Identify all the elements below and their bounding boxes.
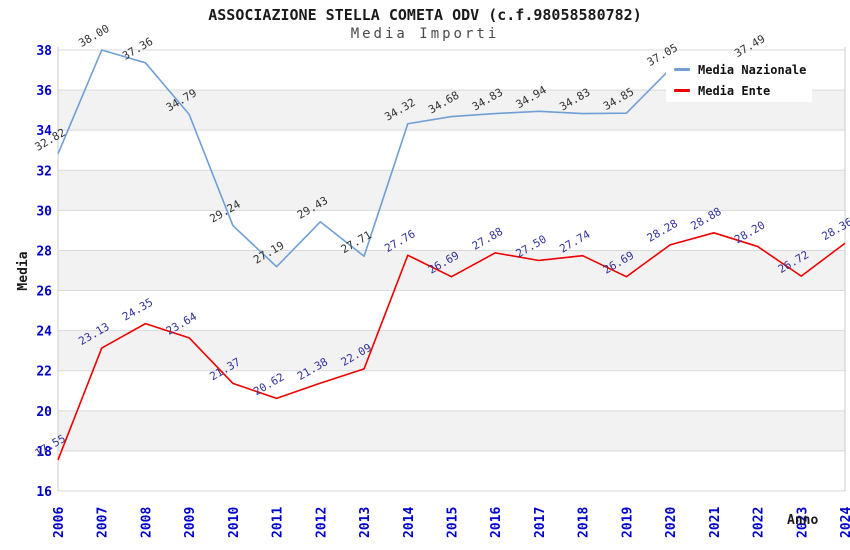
- x-tick-label: 2019: [620, 507, 635, 538]
- x-axis-title: Anno: [787, 513, 818, 528]
- x-tick-label: 2023: [795, 507, 810, 538]
- y-tick-label: 32: [36, 164, 52, 179]
- x-tick-label: 2006: [52, 507, 67, 538]
- legend-label-nazionale: Media Nazionale: [698, 62, 807, 77]
- y-tick-label: 22: [36, 365, 52, 380]
- y-tick-label: 28: [36, 244, 52, 259]
- x-tick-label: 2010: [227, 507, 242, 538]
- x-tick-label: 2013: [358, 507, 373, 538]
- y-tick-label: 36: [36, 84, 52, 99]
- x-tick-label: 2017: [533, 507, 548, 538]
- x-tick-label: 2012: [314, 507, 329, 538]
- y-tick-label: 30: [36, 204, 52, 219]
- data-point-label: 20.62: [251, 370, 286, 398]
- y-tick-label: 18: [36, 445, 52, 460]
- series-line-nazionale: [57, 49, 758, 268]
- x-tick-label: 2008: [139, 507, 154, 538]
- y-tick-label: 26: [36, 285, 52, 300]
- y-tick-label: 16: [36, 485, 52, 500]
- y-tick-label: 20: [36, 405, 52, 420]
- x-tick-label: 2015: [446, 507, 461, 538]
- x-tick-label: 2018: [577, 507, 592, 538]
- y-tick-label: 38: [36, 44, 52, 59]
- x-tick-label: 2007: [96, 507, 111, 538]
- data-point-label: 37.49: [732, 32, 767, 60]
- x-tick-label: 2009: [183, 507, 198, 538]
- data-point-label: 37.36: [120, 35, 155, 63]
- x-tick-label: 2022: [752, 507, 767, 538]
- x-tick-label: 2020: [664, 507, 679, 538]
- x-tick-label: 2011: [271, 507, 286, 538]
- y-axis-title: Media: [16, 251, 31, 290]
- x-tick-label: 2024: [839, 507, 850, 538]
- legend-item-media-nazionale: Media Nazionale: [674, 63, 812, 77]
- data-point-label: 27.88: [470, 225, 505, 253]
- y-tick-label: 24: [36, 325, 52, 340]
- data-point-label: 38.00: [76, 22, 111, 50]
- data-point-label: 28.28: [645, 217, 680, 245]
- legend: Media Nazionale Media Ente: [666, 58, 812, 102]
- x-tick-label: 2021: [708, 507, 723, 538]
- legend-swatch-nazionale-icon: [674, 68, 690, 71]
- legend-item-media-ente: Media Ente: [674, 84, 812, 98]
- x-tick-label: 2014: [402, 507, 417, 538]
- series-line-ente: [57, 232, 846, 461]
- data-point-label: 28.20: [732, 219, 767, 247]
- legend-label-ente: Media Ente: [698, 83, 771, 98]
- chart-title: ASSOCIAZIONE STELLA COMETA ODV (c.f.9805…: [208, 6, 642, 24]
- data-point-label: 24.35: [120, 296, 155, 324]
- x-tick-label: 2016: [489, 507, 504, 538]
- chart-subtitle: Media Importi: [350, 26, 500, 42]
- legend-swatch-ente-icon: [674, 89, 690, 92]
- y-tick-label: 34: [36, 124, 52, 139]
